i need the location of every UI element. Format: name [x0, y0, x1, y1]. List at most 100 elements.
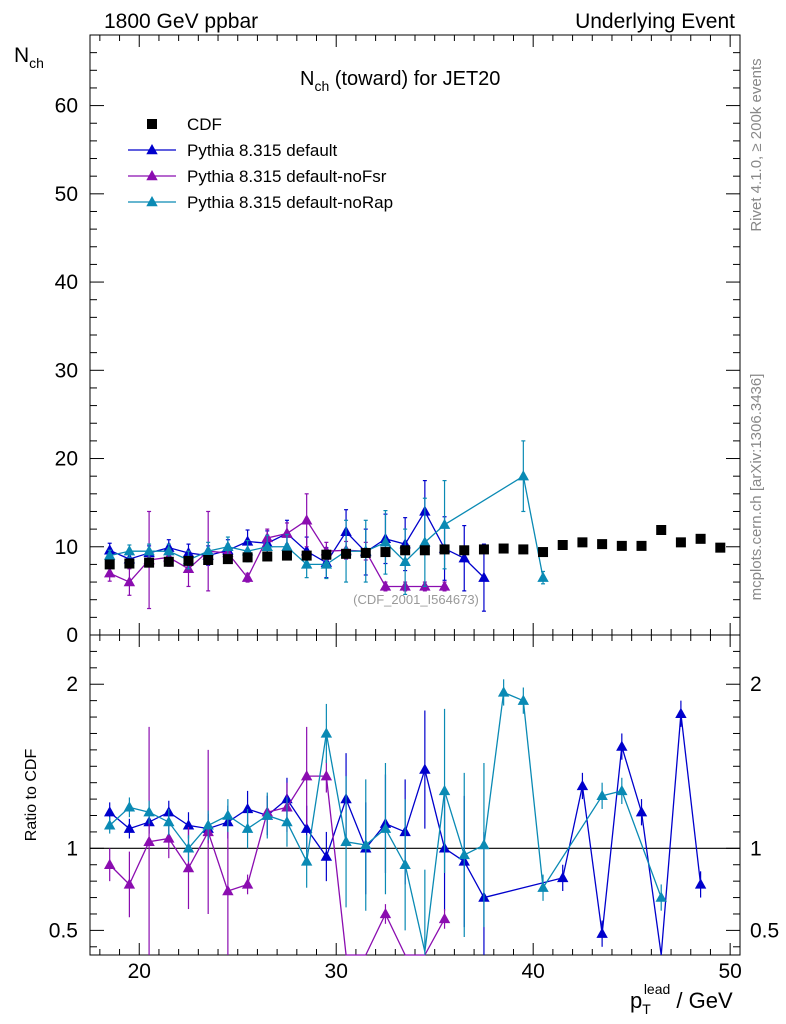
top-y-tick-label: 20: [55, 448, 78, 471]
series-point-2: [300, 558, 313, 569]
ratio-line-1: [109, 775, 446, 956]
ratio-point-0: [320, 850, 333, 861]
top-ylabel: Nch: [14, 44, 44, 71]
header-left: 1800 GeV ppbar: [104, 10, 258, 33]
legend-label: Pythia 8.315 default-noRap: [187, 193, 393, 212]
series-point-1: [103, 567, 116, 578]
ratio-y-tick-label: 0.5: [49, 919, 78, 942]
plot-title: Nch (toward) for JET20: [300, 68, 500, 94]
legend-marker: [146, 196, 158, 207]
series-point-2: [399, 555, 411, 566]
data-point: [262, 551, 273, 562]
series-point-1: [379, 580, 392, 591]
mcplots-label: mcplots.cern.ch [arXiv:1306.3436]: [748, 374, 765, 601]
xlabel-rest: / GeV: [670, 988, 733, 1013]
series-point-2: [281, 540, 293, 551]
ratio-ylabel: Ratio to CDF: [23, 749, 40, 842]
series-point-2: [517, 470, 530, 481]
x-axis-label: pTlead / GeV: [630, 981, 733, 1017]
top-y-tick-label: 30: [55, 359, 78, 382]
top-y-tick-label: 40: [55, 271, 78, 294]
x-tick-label: 50: [718, 960, 741, 983]
data-point: [144, 557, 155, 568]
series-point-2: [143, 545, 155, 556]
series-point-2: [320, 558, 333, 569]
data-point: [577, 537, 588, 548]
series-point-2: [379, 536, 392, 547]
xlabel-sup: lead: [644, 981, 670, 997]
data-point: [124, 558, 135, 569]
ratio-point-0: [675, 707, 687, 718]
data-point: [538, 547, 549, 558]
ratio-point-2: [261, 809, 273, 820]
data-point: [163, 556, 174, 567]
header-right: Underlying Event: [575, 10, 735, 33]
ratio-point-0: [596, 927, 608, 938]
ratio-marks-layer: [103, 679, 707, 956]
ratio-point-2: [103, 819, 116, 830]
ratio-point-1: [241, 878, 254, 889]
ratio-point-0: [182, 819, 195, 830]
ratio-point-2: [379, 822, 392, 833]
ratio-point-2: [517, 694, 530, 705]
top-y-zero-label: 0: [66, 624, 78, 647]
ratio-point-2: [399, 858, 411, 869]
ratio-point-2: [202, 819, 214, 830]
ratio-point-1: [379, 907, 392, 919]
ratio-point-1: [222, 885, 234, 896]
legend: CDF Pythia 8.315 default Pythia 8.315 defa…: [128, 115, 393, 212]
ratio-point-2: [241, 822, 254, 833]
xlabel-main: p: [630, 988, 642, 1013]
series-point-2: [222, 540, 234, 551]
ratio-point-1: [300, 770, 313, 781]
ratio-point-2: [320, 727, 333, 738]
data-point: [183, 555, 194, 566]
ratio-point-2: [438, 784, 451, 796]
data-point: [203, 555, 214, 565]
xlabel-sub: T: [642, 1001, 651, 1017]
data-point: [675, 537, 686, 548]
data-point: [439, 544, 450, 555]
ratio-point-1: [103, 858, 116, 869]
top-y-tick-label: 10: [55, 536, 78, 559]
ratio-point-0: [557, 871, 569, 883]
ratio-point-2: [360, 839, 372, 850]
data-point: [518, 544, 529, 555]
legend-label: Pythia 8.315 default-noFsr: [187, 167, 387, 186]
ratio-point-2: [300, 855, 313, 866]
series-point-2: [419, 536, 431, 547]
data-point: [557, 540, 568, 550]
legend-marker: [146, 144, 158, 155]
top-y-tick-label: 50: [55, 183, 78, 206]
data-point: [695, 533, 706, 544]
ratio-point-2: [123, 801, 136, 812]
data-point: [400, 545, 411, 556]
data-point: [715, 542, 726, 553]
ratio-point-0: [694, 878, 707, 889]
ratio-y-tick-label-right: 2: [750, 673, 762, 696]
ratio-point-2: [340, 835, 352, 846]
data-point: [636, 540, 647, 551]
series-point-1: [300, 514, 313, 525]
series-point-1: [281, 527, 293, 538]
ratio-point-2: [458, 848, 470, 860]
x-tick-label: 20: [128, 960, 151, 983]
series-point-0: [478, 571, 490, 582]
data-point: [419, 545, 430, 556]
ratio-point-0: [635, 806, 648, 817]
title-rest: (toward) for JET20: [329, 68, 500, 90]
ratio-point-0: [300, 822, 313, 833]
ratio-point-1: [163, 832, 175, 843]
series-point-2: [438, 518, 451, 529]
series-point-1: [123, 576, 136, 587]
analysis-tag: (CDF_2001_I564673): [353, 592, 479, 607]
data-point: [459, 545, 470, 556]
legend-label: Pythia 8.315 default: [187, 141, 338, 160]
legend-marker: [146, 170, 158, 181]
ratio-point-2: [143, 806, 155, 817]
ratio-point-2: [655, 891, 667, 902]
data-point: [281, 550, 292, 561]
top-y-tick-label: 60: [55, 95, 78, 118]
ratio-y-tick-label-right: 1: [750, 837, 762, 860]
